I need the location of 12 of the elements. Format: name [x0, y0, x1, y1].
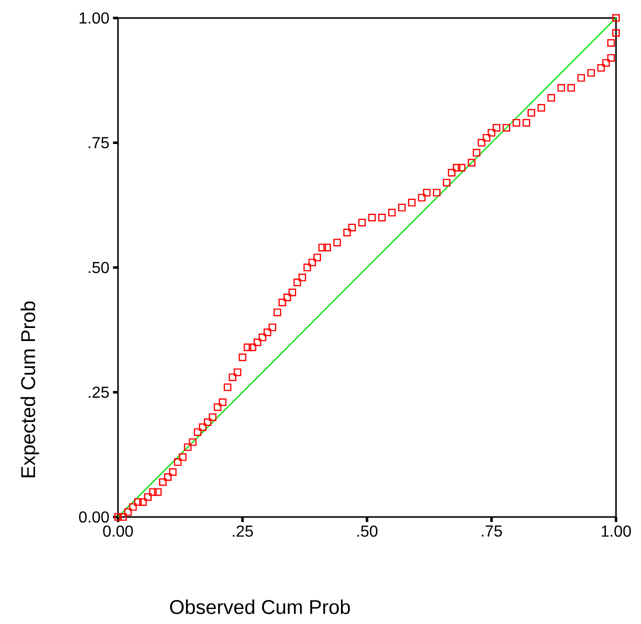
y-tick-label: 0.00	[79, 511, 109, 523]
x-tick-label: 1.00	[602, 526, 631, 537]
y-tick-label: .25	[88, 386, 109, 398]
x-tick-label: .75	[482, 526, 502, 537]
x-tick-label: .50	[357, 526, 378, 537]
y-tick-label: .50	[88, 262, 109, 274]
x-axis-title: Observed Cum Prob	[170, 599, 350, 614]
y-tick-label: 1.00	[80, 12, 109, 24]
y-axis-title: Expected Cum Prob	[20, 301, 40, 478]
y-tick-label: .75	[88, 137, 109, 148]
x-tick-label: .25	[232, 526, 253, 537]
x-tick-label: 0.00	[103, 526, 133, 537]
